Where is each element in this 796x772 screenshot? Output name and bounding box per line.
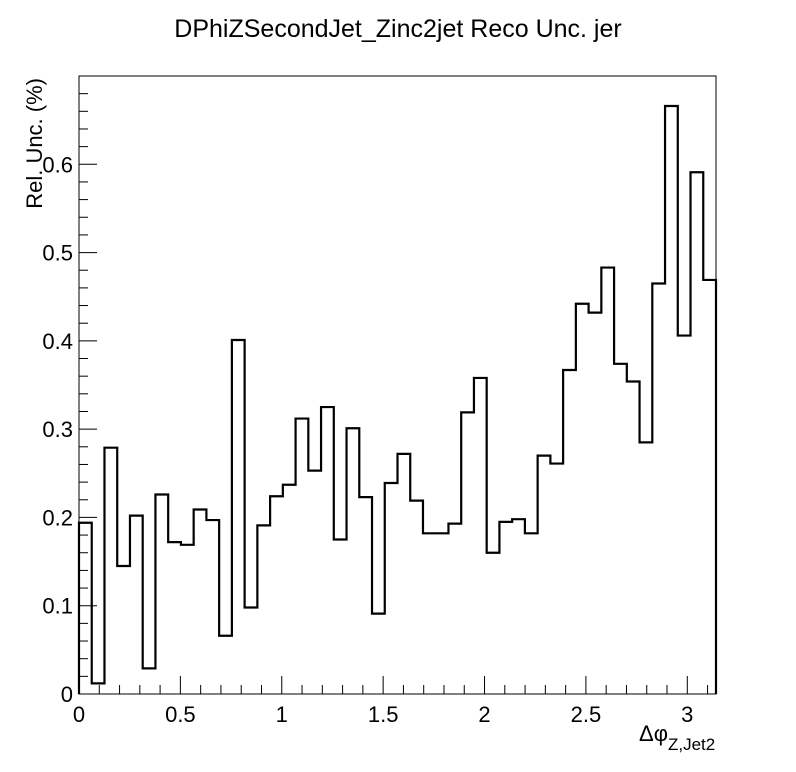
x-axis-label-main: Δφ bbox=[639, 721, 668, 746]
x-tick-label: 2 bbox=[478, 702, 490, 727]
x-tick-label: 1 bbox=[276, 702, 288, 727]
y-tick-label: 0.2 bbox=[42, 505, 73, 530]
x-axis-label-subscript: Z,Jet2 bbox=[668, 735, 715, 754]
histogram-series bbox=[77, 104, 718, 694]
y-axis-ticks: 0 0.1 0.2 0.3 0.4 0.5 0.6 bbox=[42, 75, 97, 707]
x-axis-ticks: 0 0.5 1 1.5 2 2.5 3 bbox=[73, 676, 709, 727]
y-tick-label: 0.5 bbox=[42, 241, 73, 266]
y-tick-label: 0.4 bbox=[42, 329, 73, 354]
x-tick-label: 3 bbox=[681, 702, 693, 727]
x-tick-label: 1.5 bbox=[368, 702, 399, 727]
chart-title: DPhiZSecondJet_Zinc2jet Reco Unc. jer bbox=[174, 15, 621, 43]
y-tick-label: 0.1 bbox=[42, 594, 73, 619]
x-tick-label: 0 bbox=[73, 702, 85, 727]
y-tick-label: 0 bbox=[61, 682, 73, 707]
y-tick-label: 0.6 bbox=[42, 152, 73, 177]
x-axis-label: ΔφZ,Jet2 bbox=[639, 721, 715, 754]
y-axis-label: Rel. Unc. (%) bbox=[22, 78, 47, 209]
x-tick-label: 2.5 bbox=[571, 702, 602, 727]
plot-frame bbox=[78, 75, 717, 695]
x-tick-label: 0.5 bbox=[165, 702, 196, 727]
y-tick-label: 0.3 bbox=[42, 417, 73, 442]
